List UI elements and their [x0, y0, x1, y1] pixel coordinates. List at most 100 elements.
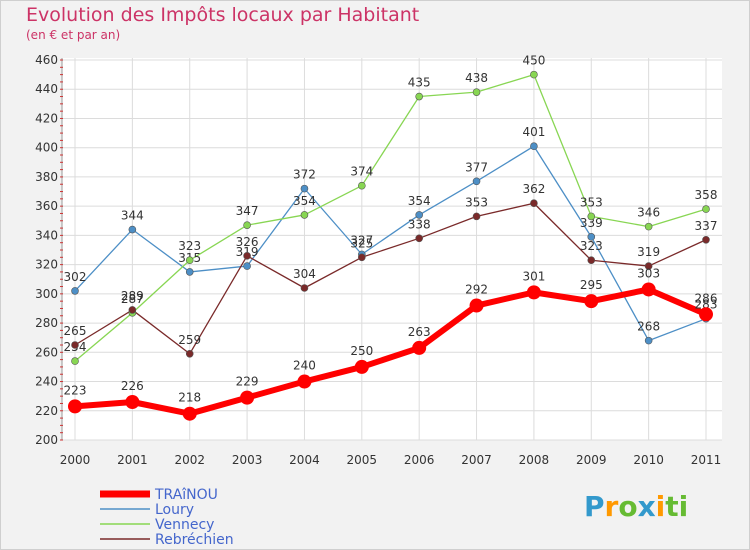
data-point	[185, 349, 194, 358]
data-label: 347	[236, 204, 259, 218]
data-label: 323	[178, 239, 201, 253]
y-tick-label: 220	[35, 404, 58, 418]
data-label: 259	[178, 333, 201, 347]
data-label: 289	[121, 289, 144, 303]
data-point	[240, 390, 255, 405]
y-tick-label: 240	[35, 375, 58, 389]
data-label: 327	[350, 233, 373, 247]
data-label: 372	[293, 168, 316, 182]
data-label: 303	[637, 266, 660, 280]
data-point	[71, 357, 79, 365]
x-tick-label: 2004	[289, 453, 320, 467]
data-point	[587, 212, 596, 221]
data-point	[300, 211, 309, 219]
data-point	[182, 406, 197, 421]
data-point	[68, 399, 82, 414]
data-point	[71, 341, 79, 349]
data-point	[702, 235, 710, 244]
data-point	[412, 340, 427, 355]
data-label: 346	[637, 206, 660, 220]
data-label: 263	[408, 325, 431, 339]
data-label: 250	[350, 344, 373, 358]
data-label: 302	[64, 270, 87, 284]
data-label: 435	[408, 76, 431, 90]
chart-title: Evolution des Impôts locaux par Habitant	[26, 4, 420, 26]
data-point	[358, 253, 366, 262]
data-label: 374	[350, 165, 373, 179]
y-tick-label: 200	[35, 433, 58, 447]
data-point	[300, 184, 309, 193]
legend-label: Rebréchien	[155, 532, 234, 548]
data-point	[185, 256, 194, 265]
data-point	[125, 395, 140, 409]
logo-letter: r	[604, 490, 619, 523]
chart-subtitle: (en € et par an)	[26, 28, 121, 42]
data-point	[530, 70, 538, 79]
series-line-vennecy	[74, 73, 707, 362]
x-tick-label: 2007	[461, 453, 492, 467]
data-label: 339	[580, 216, 603, 230]
logo-letter: P	[584, 490, 605, 523]
x-tick-label: 2000	[60, 453, 91, 467]
x-tick-label: 2008	[519, 453, 550, 467]
data-label: 218	[178, 391, 201, 405]
data-label: 226	[121, 379, 144, 393]
y-tick-label: 280	[35, 316, 58, 330]
data-label: 344	[121, 209, 144, 223]
data-point	[243, 221, 251, 229]
x-tick-label: 2005	[347, 453, 378, 467]
data-label: 265	[64, 324, 87, 338]
data-point	[128, 225, 137, 234]
data-point	[641, 282, 656, 297]
y-tick-label: 320	[35, 258, 58, 272]
data-point	[587, 256, 596, 265]
data-label: 338	[408, 217, 431, 231]
data-point	[530, 199, 538, 208]
data-label: 283	[695, 298, 718, 312]
legend-label: TRAîNOU	[154, 487, 218, 503]
logo-letter: x	[637, 490, 656, 523]
data-point	[297, 374, 312, 389]
data-point	[472, 88, 481, 96]
data-label: 325	[350, 236, 373, 250]
data-point	[128, 306, 137, 314]
x-tick-label: 2002	[174, 453, 205, 467]
y-tick-label: 360	[35, 199, 58, 213]
logo-letter: i	[655, 490, 666, 523]
x-tick-label: 2006	[404, 453, 435, 467]
data-label: 353	[580, 195, 603, 209]
y-tick-label: 260	[35, 345, 58, 359]
x-tick-label: 2011	[691, 453, 722, 467]
data-label: 229	[236, 375, 259, 389]
proxiti-logo: Proxiti	[584, 490, 688, 523]
data-point	[358, 181, 366, 190]
data-point	[354, 359, 369, 374]
series-line-loury	[74, 145, 707, 342]
x-tick-label: 2010	[633, 453, 664, 467]
logo-letter: ti	[665, 490, 689, 523]
data-label: 292	[465, 283, 488, 297]
data-point	[644, 262, 653, 270]
data-label: 286	[695, 291, 718, 305]
y-tick-label: 440	[35, 82, 58, 96]
data-label: 295	[580, 278, 603, 292]
data-point	[415, 92, 423, 101]
data-label: 223	[64, 383, 87, 397]
data-point	[702, 205, 710, 213]
data-label: 319	[637, 245, 660, 259]
data-label: 268	[637, 320, 660, 334]
plot-area	[62, 58, 722, 440]
y-tick-label: 460	[35, 53, 58, 67]
y-tick-label: 380	[35, 170, 58, 184]
y-tick-label: 340	[35, 228, 58, 242]
series-line-traînou	[74, 286, 708, 417]
legend-label: Vennecy	[155, 517, 214, 533]
data-point	[644, 336, 653, 345]
data-label: 358	[695, 188, 718, 202]
legend-label: Loury	[155, 502, 194, 518]
data-label: 450	[522, 54, 545, 68]
x-tick-label: 2003	[232, 453, 263, 467]
data-point	[415, 211, 423, 219]
series-line-rebréchien	[74, 202, 707, 355]
